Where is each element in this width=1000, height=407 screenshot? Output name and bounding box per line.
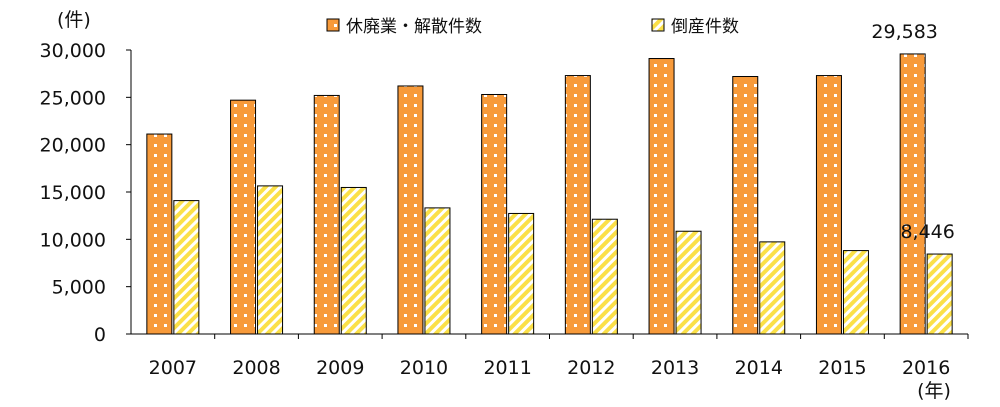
y-tick-label: 25,000 — [40, 87, 106, 109]
data-labels: 29,583 8,446 — [871, 21, 954, 243]
x-tick-label: 2013 — [651, 357, 699, 379]
bar-bankruptcies — [675, 230, 702, 335]
legend: 休廃業・解散件数 倒産件数 — [326, 17, 739, 37]
bar-closures — [146, 133, 173, 335]
bar-closures — [397, 85, 424, 335]
x-axis-unit: (年) — [917, 380, 951, 402]
x-tick-label: 2012 — [567, 357, 615, 379]
x-tick-label: 2016 — [902, 357, 950, 379]
legend-swatch-closures — [326, 18, 340, 32]
y-axis-unit: (件) — [57, 9, 91, 31]
bar-bankruptcies — [508, 212, 535, 335]
bar-bankruptcies — [759, 241, 786, 335]
x-tick-label: 2014 — [735, 357, 783, 379]
x-tick-label: 2010 — [400, 357, 448, 379]
y-tick-label: 20,000 — [40, 135, 106, 157]
bar-closures — [313, 94, 340, 335]
bar-bankruptcies — [842, 250, 869, 335]
x-tick-label: 2008 — [232, 357, 280, 379]
y-tick-label: 15,000 — [40, 182, 106, 204]
x-axis-ticks: 2007 2008 2009 2010 2011 2012 2013 2014 2015 2016 — [149, 334, 969, 379]
data-label-bankruptcies: 8,446 — [900, 221, 954, 243]
bar-bankruptcies — [257, 185, 284, 335]
y-axis-ticks: 0 5,000 10,000 15,000 20,000 25,000 30,000 — [40, 40, 131, 346]
y-tick-label: 10,000 — [40, 229, 106, 251]
bar-bankruptcies — [173, 200, 200, 335]
x-tick-label: 2009 — [316, 357, 364, 379]
bars — [146, 53, 953, 335]
legend-label-closures: 休廃業・解散件数 — [346, 17, 482, 37]
bar-closures — [648, 58, 675, 335]
bar-bankruptcies — [591, 218, 618, 335]
y-tick-label: 30,000 — [40, 40, 106, 62]
y-tick-label: 0 — [94, 324, 106, 346]
bar-closures — [815, 75, 842, 335]
data-label-closures: 29,583 — [871, 21, 937, 43]
bar-bankruptcies — [926, 253, 953, 335]
x-tick-label: 2011 — [483, 357, 531, 379]
bar-closures — [732, 76, 759, 335]
bar-bankruptcies — [340, 186, 367, 335]
bar-closures — [230, 99, 257, 335]
bar-closures — [564, 75, 591, 335]
bar-closures — [481, 93, 508, 335]
legend-swatch-bankruptcies — [651, 18, 665, 32]
x-tick-label: 2015 — [818, 357, 866, 379]
x-tick-label: 2007 — [149, 357, 197, 379]
y-tick-label: 5,000 — [52, 277, 106, 299]
bar-bankruptcies — [424, 207, 451, 335]
legend-label-bankruptcies: 倒産件数 — [671, 17, 739, 37]
bar-closures — [899, 53, 926, 335]
